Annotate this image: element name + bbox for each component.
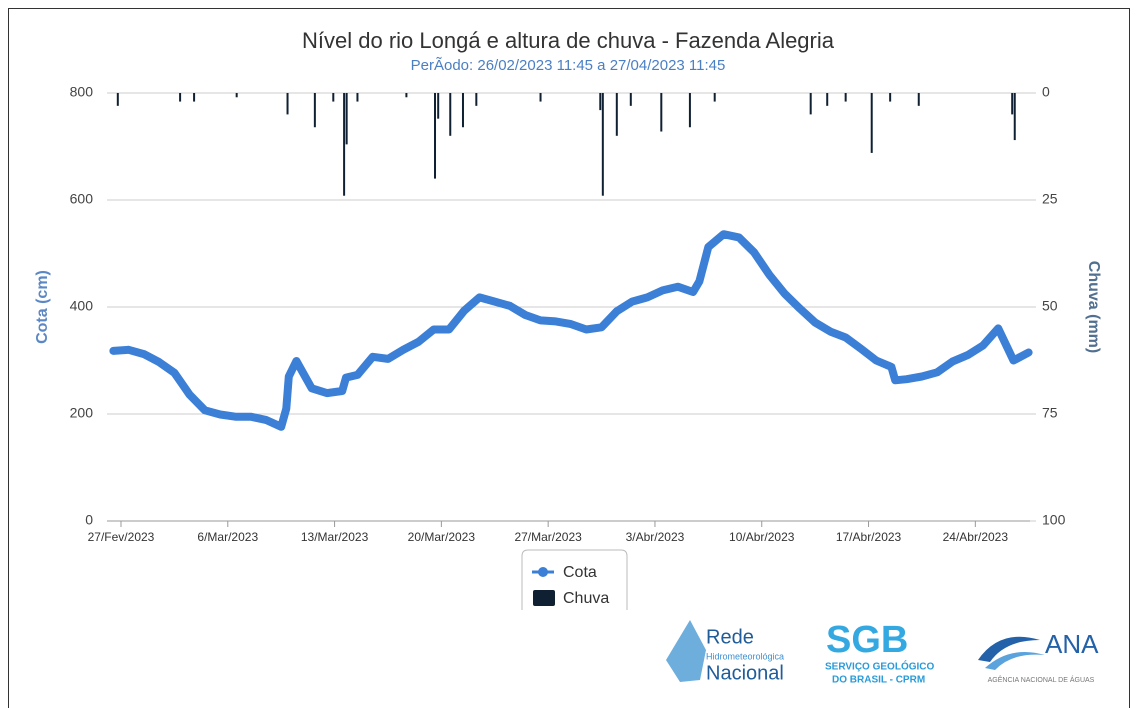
- legend-label: Chuva: [563, 590, 609, 607]
- x-tick-label: 17/Abr/2023: [836, 530, 902, 544]
- x-tick-label: 24/Abr/2023: [943, 530, 1009, 544]
- logo-text: SGB: [826, 619, 908, 661]
- chuva-bar: [844, 93, 847, 102]
- frame: [8, 8, 1130, 708]
- chart-title: Nível do rio Longá e altura de chuva - F…: [302, 28, 835, 53]
- x-tick-label: 13/Mar/2023: [301, 530, 369, 544]
- y2-tick-label: 25: [1042, 191, 1058, 207]
- chuva-bar: [235, 93, 238, 98]
- chuva-bar: [917, 93, 920, 106]
- logo-text: Hidrometeorológica: [706, 651, 784, 661]
- y2-tick-label: 50: [1042, 298, 1058, 314]
- chuva-bar: [332, 93, 335, 102]
- logo-text: ANA: [1045, 629, 1099, 659]
- chuva-bar: [179, 93, 182, 102]
- chuva-bar: [713, 93, 716, 102]
- chuva-bar: [345, 93, 348, 145]
- chuva-bar: [286, 93, 289, 115]
- y-tick-label: 0: [85, 512, 93, 528]
- x-tick-label: 10/Abr/2023: [729, 530, 795, 544]
- chuva-bar: [809, 93, 812, 115]
- chuva-bar: [193, 93, 196, 102]
- chuva-bar: [660, 93, 663, 132]
- logo-rede: Rede Hidrometeorológica Nacional: [666, 620, 784, 684]
- chuva-bar: [539, 93, 542, 102]
- chart-subtitle: PerÃodo: 26/02/2023 11:45 a 27/04/2023 1…: [411, 57, 726, 74]
- y-tick-label: 600: [70, 191, 94, 207]
- x-tick-label: 20/Mar/2023: [408, 530, 476, 544]
- chuva-bar: [889, 93, 892, 102]
- chuva-bar: [437, 93, 440, 119]
- y2-tick-label: 100: [1042, 512, 1066, 528]
- y-tick-label: 800: [70, 84, 94, 100]
- x-tick-label: 6/Mar/2023: [197, 530, 258, 544]
- chuva-bar: [601, 93, 604, 196]
- chuva-bar: [434, 93, 437, 179]
- x-tick-label: 27/Fev/2023: [88, 530, 155, 544]
- legend-marker: [538, 567, 548, 577]
- x-tick-label: 27/Mar/2023: [514, 530, 582, 544]
- chuva-bar: [461, 93, 464, 128]
- chuva-bar: [116, 93, 119, 106]
- chuva-bar: [449, 93, 452, 136]
- logo-ana: ANA AGÊNCIA NACIONAL DE ÁGUAS: [978, 629, 1099, 684]
- y2-tick-label: 75: [1042, 405, 1058, 421]
- logo-sgb: SGB SERVIÇO GEOLÓGICO DO BRASIL - CPRM: [825, 619, 934, 686]
- chuva-bar: [313, 93, 316, 128]
- chuva-bar: [688, 93, 691, 128]
- y-axis-label: Cota (cm): [34, 270, 51, 344]
- y2-tick-label: 0: [1042, 84, 1050, 100]
- logo-rede-shape: [666, 620, 706, 682]
- logo-text: AGÊNCIA NACIONAL DE ÁGUAS: [988, 675, 1095, 684]
- x-tick-label: 3/Abr/2023: [626, 530, 685, 544]
- logo-text: Nacional: [706, 662, 784, 684]
- y-tick-label: 200: [70, 405, 94, 421]
- chuva-bar: [343, 93, 346, 196]
- logo-ana-wave: [985, 651, 1045, 670]
- chuva-bar: [826, 93, 829, 106]
- logo-ana-wave: [978, 636, 1040, 662]
- y-tick-label: 400: [70, 298, 94, 314]
- legend-label: Cota: [563, 564, 597, 581]
- logo-text: DO BRASIL - CPRM: [832, 675, 925, 686]
- chuva-bar: [1013, 93, 1016, 141]
- y2-axis-label: Chuva (mm): [1085, 261, 1102, 353]
- legend-swatch: [533, 590, 555, 606]
- cota-line: [109, 230, 1033, 431]
- chuva-bar: [405, 93, 408, 98]
- chuva-bar: [356, 93, 359, 102]
- chuva-bar: [475, 93, 478, 106]
- chuva-bar: [599, 93, 602, 111]
- logo-text: Rede: [706, 626, 754, 648]
- chuva-bar: [1011, 93, 1014, 115]
- chuva-bar: [870, 93, 873, 153]
- chuva-bar: [629, 93, 632, 106]
- logo-text: SERVIÇO GEOLÓGICO: [825, 660, 934, 673]
- chuva-bar: [615, 93, 618, 136]
